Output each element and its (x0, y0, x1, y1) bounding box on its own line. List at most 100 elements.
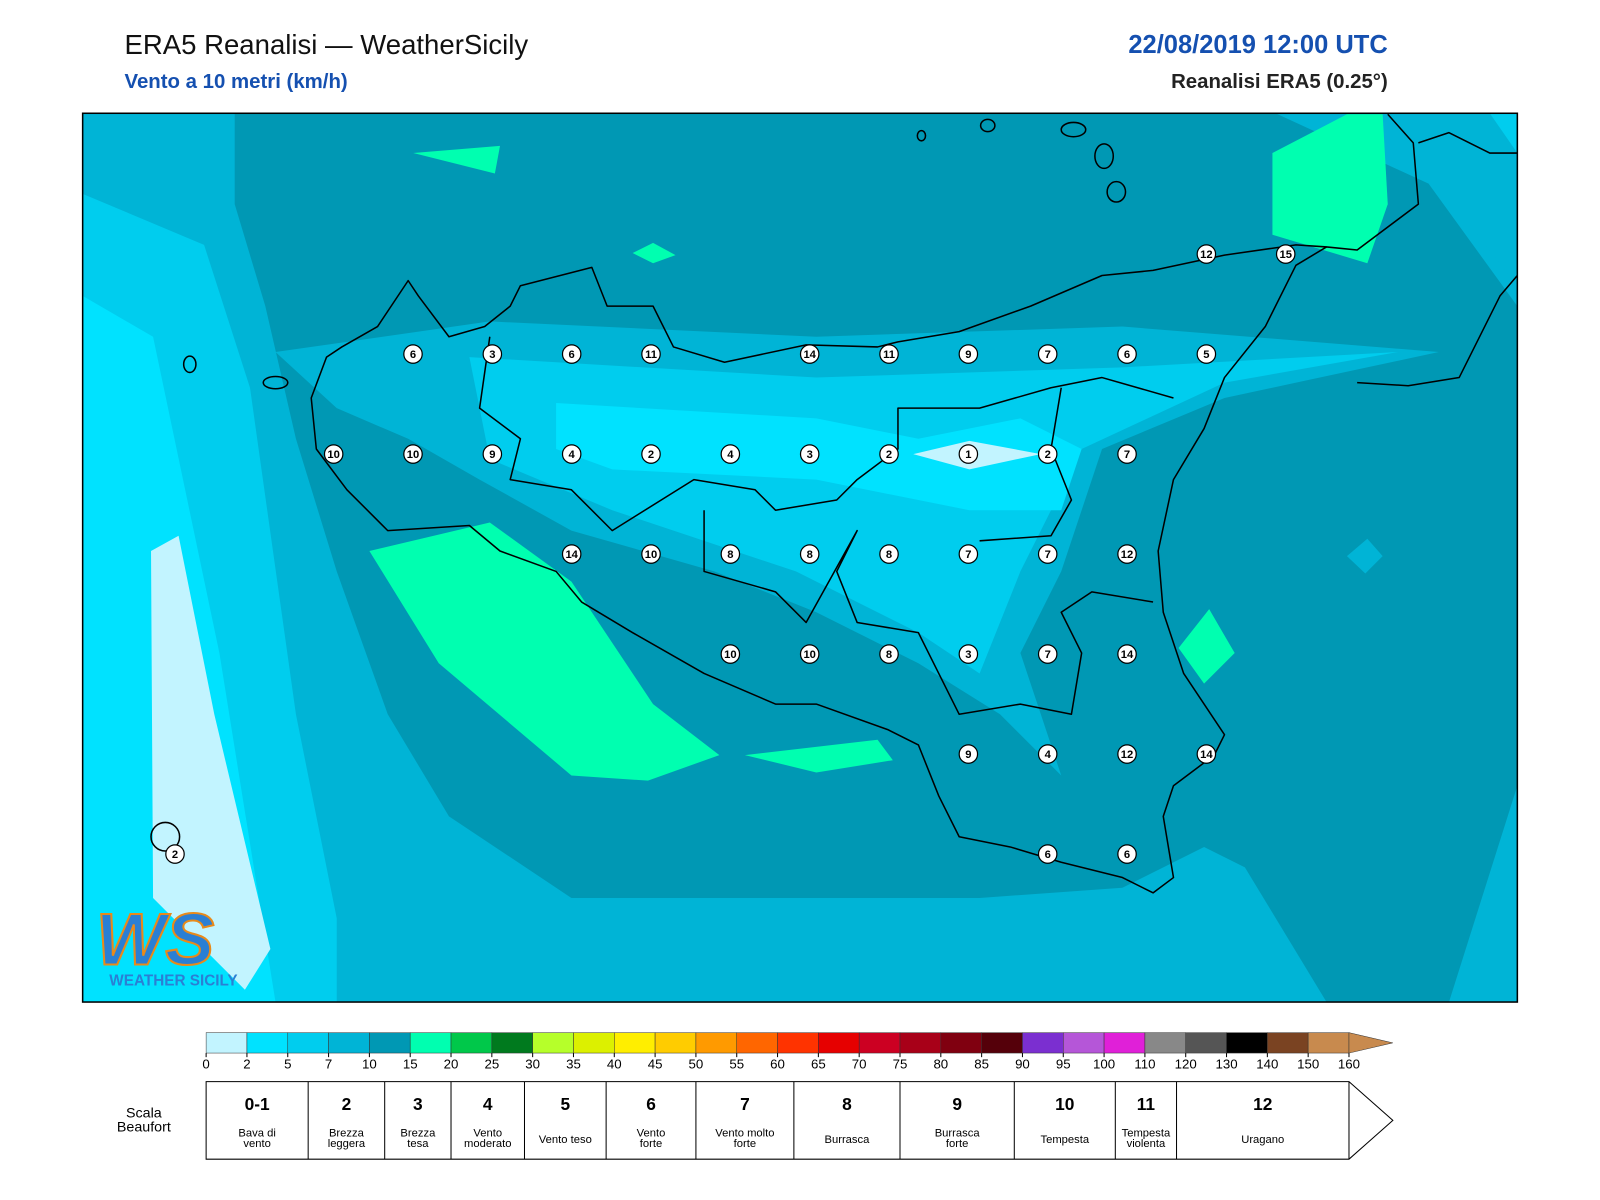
station-value: 11 (883, 349, 895, 361)
color-segment (818, 1032, 860, 1054)
station-value: 8 (886, 649, 892, 661)
grade-description: Burrasca (824, 1134, 870, 1146)
station-marker (641, 544, 661, 564)
grade-description: vento (243, 1138, 270, 1150)
station-marker (958, 744, 979, 764)
grade: 3 (413, 1094, 423, 1114)
tick-label: 5 (284, 1056, 291, 1071)
color-segment (1103, 1032, 1146, 1054)
station-value: 12 (1121, 549, 1133, 561)
color-segment (369, 1032, 411, 1054)
station-marker (1037, 544, 1058, 564)
station-value: 10 (724, 649, 736, 661)
station-marker (561, 544, 582, 564)
tick-label: 150 (1297, 1056, 1319, 1071)
station-marker (799, 444, 820, 464)
station-marker (720, 444, 741, 464)
color-segment (940, 1032, 982, 1054)
tick-label: 2 (243, 1056, 250, 1071)
station-value: 8 (886, 549, 892, 561)
tick-label: 55 (729, 1056, 744, 1071)
color-segment (614, 1032, 656, 1054)
color-segment (858, 1032, 901, 1054)
logo-name: WEATHER SICILY (109, 973, 237, 990)
tick-label: 65 (811, 1056, 826, 1071)
station-value: 1 (965, 449, 971, 461)
grade: 10 (1055, 1094, 1074, 1114)
color-segment (328, 1032, 370, 1054)
grade: 8 (842, 1094, 852, 1114)
station-value: 2 (172, 849, 178, 861)
tick-label: 10 (362, 1056, 377, 1071)
grade-description: leggera (328, 1138, 366, 1150)
station-marker (561, 344, 582, 364)
color-segment (777, 1032, 819, 1054)
logo: WS WEATHER SICILY (95, 896, 238, 990)
color-segment (1185, 1032, 1227, 1054)
station-marker (641, 444, 661, 464)
station-value: 3 (807, 449, 813, 461)
station-marker (720, 644, 741, 664)
station-marker (1196, 344, 1217, 364)
grade: 7 (740, 1094, 750, 1114)
station-value: 9 (965, 349, 971, 361)
color-segment (695, 1032, 737, 1054)
color-segment (491, 1032, 533, 1054)
station-value: 2 (648, 449, 654, 461)
grade-description: forte (734, 1138, 756, 1150)
station-value: 15 (1279, 249, 1291, 261)
station-value: 8 (807, 549, 813, 561)
tick-label: 35 (566, 1056, 581, 1071)
station-marker (799, 644, 820, 664)
station-value: 12 (1200, 249, 1212, 261)
station-value: 14 (1121, 649, 1134, 661)
station-marker (561, 444, 582, 464)
tick-label: 120 (1175, 1056, 1197, 1071)
station-value: 3 (489, 349, 495, 361)
stations: 12 156 3 6 11 14 11 9 7 6 510 10 9 4 2 4 3 2 1 2 714 10 8 8 8 7 7 1… (165, 244, 1296, 864)
station-marker (879, 444, 899, 464)
grade-description: Burrasca (935, 1128, 981, 1140)
color-segment (205, 1032, 248, 1054)
tick-label: 110 (1134, 1056, 1155, 1071)
grade: 11 (1137, 1094, 1156, 1114)
station-value: 10 (803, 649, 815, 661)
tick-label: 160 (1338, 1056, 1360, 1071)
grade-description: Brezza (329, 1128, 365, 1140)
station-value: 2 (886, 449, 892, 461)
tick-label: 7 (325, 1056, 332, 1071)
station-value: 4 (1045, 749, 1052, 761)
station-value: 7 (1124, 449, 1130, 461)
subtitle: Vento a 10 metri (km/h) (124, 71, 347, 93)
station-value: 4 (727, 449, 734, 461)
station-marker (1196, 244, 1217, 264)
station-value: 9 (489, 449, 495, 461)
station-value: 9 (965, 749, 971, 761)
color-segment (573, 1032, 615, 1054)
grade-description: violenta (1127, 1138, 1166, 1150)
color-segment (409, 1032, 452, 1054)
station-value: 8 (727, 549, 733, 561)
station-marker (482, 444, 503, 464)
tick-label: 0 (202, 1056, 209, 1071)
tick-label: 140 (1256, 1056, 1278, 1071)
station-value: 5 (1203, 349, 1209, 361)
station-marker (1037, 844, 1058, 864)
color-segment (1226, 1032, 1268, 1054)
logo-initials: WS (96, 897, 214, 980)
station-marker (1037, 444, 1058, 464)
station-value: 6 (1124, 849, 1130, 861)
station-marker (482, 344, 503, 364)
station-marker (403, 344, 423, 364)
station-value: 6 (1045, 849, 1051, 861)
station-value: 6 (1124, 349, 1130, 361)
station-marker (799, 344, 820, 364)
station-marker (1196, 744, 1217, 764)
tick-label: 80 (933, 1056, 948, 1071)
station-marker (958, 344, 979, 364)
grade-description: moderato (464, 1138, 511, 1150)
station-value: 3 (965, 649, 971, 661)
station-value: 12 (1121, 749, 1133, 761)
station-marker (323, 444, 344, 464)
scale-frame (205, 1081, 1394, 1160)
